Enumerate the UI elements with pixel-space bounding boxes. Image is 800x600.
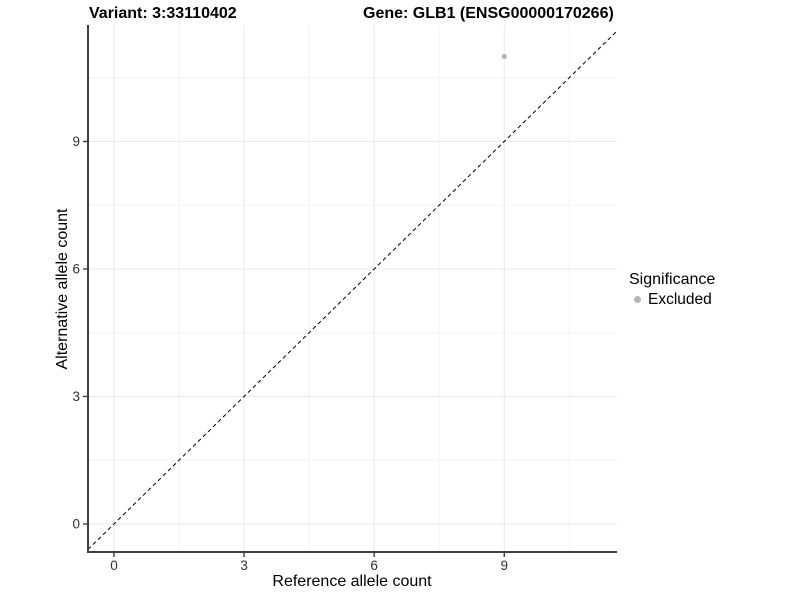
y-tick-label: 0 [72, 516, 80, 531]
x-tick-label: 9 [501, 558, 509, 573]
gene-title: Gene: GLB1 (ENSG00000170266) [363, 5, 614, 22]
variant-title: Variant: 3:33110402 [89, 5, 237, 22]
panel-background [88, 25, 617, 552]
x-tick-label: 6 [370, 558, 378, 573]
data-point [501, 53, 507, 60]
legend-item-excluded: Excluded [629, 291, 715, 308]
y-tick-label: 3 [72, 389, 80, 404]
legend: Significance Excluded [629, 270, 715, 308]
x-tick-label: 0 [110, 558, 118, 573]
legend-key [629, 291, 646, 308]
legend-item-label: Excluded [648, 290, 712, 308]
y-tick-label: 9 [72, 134, 80, 149]
identity-reference-line [87, 30, 618, 550]
legend-point-icon [634, 296, 641, 303]
y-tick-label: 6 [72, 261, 80, 276]
x-axis-title: Reference allele count [272, 573, 432, 590]
x-tick-label: 3 [240, 558, 248, 573]
legend-title: Significance [629, 271, 716, 288]
